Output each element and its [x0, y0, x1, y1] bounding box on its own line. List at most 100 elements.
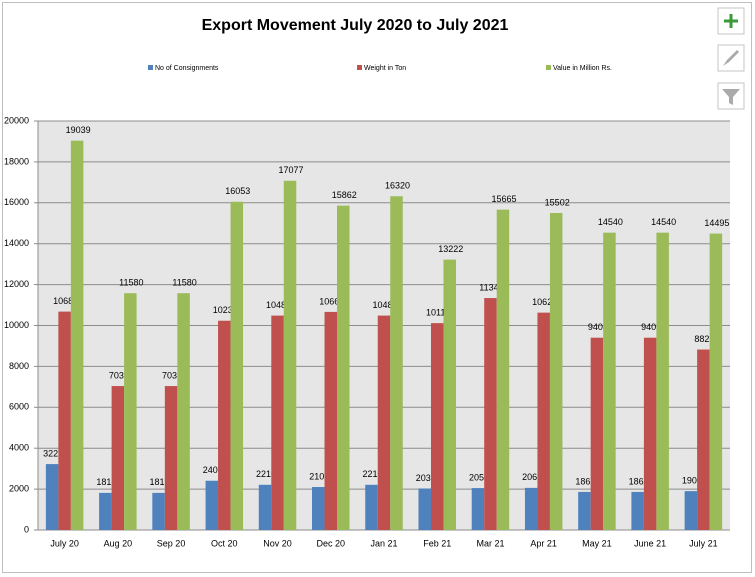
bar [205, 480, 219, 530]
data-label: 15665 [491, 194, 516, 204]
data-label: 14540 [598, 217, 623, 227]
data-label: 10629 [532, 297, 557, 307]
bar [258, 484, 272, 530]
legend-label: Weight in Ton [364, 65, 406, 72]
bar [377, 315, 391, 530]
bar [684, 491, 698, 530]
bar [124, 293, 137, 530]
filter-button[interactable] [717, 82, 745, 110]
data-label: 10233 [213, 305, 238, 315]
bar [430, 323, 444, 530]
y-tick-label: 12000 [4, 279, 29, 289]
data-label: 11580 [119, 278, 143, 288]
chart-title: Export Movement July 2020 to July 2021 [202, 17, 509, 34]
bar [549, 212, 563, 530]
x-tick-label: Feb 21 [423, 538, 451, 548]
bar [390, 196, 403, 531]
data-label: 8825 [694, 334, 714, 344]
style-button[interactable] [717, 44, 745, 72]
bar [484, 298, 497, 530]
x-tick-label: Dec 20 [317, 538, 346, 548]
y-tick-label: 10000 [4, 320, 29, 330]
data-label: 10665 [319, 296, 344, 306]
bar [697, 349, 710, 530]
bar [312, 487, 325, 530]
bar [471, 488, 485, 530]
legend-swatch [546, 65, 551, 70]
x-tick-label: May 21 [582, 538, 612, 548]
data-label: 1816 [96, 477, 116, 487]
legend-swatch [357, 65, 362, 70]
legend-label: No of Consignments [155, 65, 219, 72]
data-label: 7039 [162, 370, 182, 380]
data-label: 2408 [203, 465, 223, 475]
x-tick-label: July 20 [50, 538, 79, 548]
data-label: 2060 [522, 472, 542, 482]
y-tick-label: 20000 [4, 115, 29, 125]
bar [230, 201, 244, 530]
data-label: 15862 [332, 190, 357, 200]
data-label: 2050 [469, 472, 489, 482]
bar [590, 337, 604, 530]
legend-swatch [148, 65, 153, 70]
bar [70, 140, 84, 530]
bar [45, 464, 59, 530]
data-label: 10115 [426, 308, 450, 318]
y-tick-label: 18000 [4, 156, 29, 166]
bar [99, 492, 112, 530]
data-label: 14495 [704, 218, 729, 228]
x-tick-label: Apr 21 [530, 538, 557, 548]
bar [631, 491, 644, 530]
data-label: 11580 [172, 278, 196, 288]
data-label: 17077 [279, 165, 304, 175]
data-label: 19039 [66, 125, 91, 135]
bar [709, 233, 723, 530]
y-tick-label: 0 [24, 524, 29, 534]
bar [271, 315, 284, 530]
data-label: 2102 [309, 471, 329, 481]
x-tick-label: Mar 21 [476, 538, 504, 548]
legend-label: Value in Million Rs. [553, 65, 612, 72]
bar [443, 259, 456, 530]
data-label: 16320 [385, 181, 410, 191]
data-label: 11342 [479, 282, 503, 292]
data-label: 13222 [438, 244, 463, 254]
bar [524, 487, 538, 530]
x-tick-label: Nov 20 [263, 538, 292, 548]
bar [177, 293, 190, 530]
x-tick-label: Aug 20 [104, 538, 133, 548]
x-tick-label: Oct 20 [211, 538, 238, 548]
bar [152, 492, 165, 530]
data-label: 2210 [256, 469, 276, 479]
bar [578, 491, 591, 530]
bar [496, 209, 510, 530]
data-label: 10484 [266, 300, 291, 310]
bar [337, 205, 350, 530]
y-tick-label: 2000 [9, 483, 29, 493]
data-label: 1816 [150, 477, 170, 487]
x-tick-label: June 21 [634, 538, 666, 548]
y-tick-label: 16000 [4, 197, 29, 207]
data-label: 10484 [372, 300, 397, 310]
bar [218, 320, 231, 530]
add-element-button[interactable] [717, 7, 745, 35]
data-label: 2210 [362, 469, 382, 479]
data-label: 3223 [43, 448, 63, 458]
y-tick-label: 8000 [9, 361, 29, 371]
bar [643, 337, 657, 530]
bar [603, 232, 616, 531]
data-label: 16053 [225, 186, 250, 196]
bar [324, 311, 338, 530]
y-tick-label: 6000 [9, 402, 29, 412]
bar [111, 386, 125, 530]
bar [365, 484, 378, 530]
data-label: 9403 [588, 322, 608, 332]
y-tick-label: 4000 [9, 443, 29, 453]
bar [418, 488, 431, 530]
x-tick-label: Jan 21 [370, 538, 397, 548]
data-label: 2030 [416, 473, 436, 483]
bar [58, 311, 71, 530]
bar [164, 386, 178, 530]
x-tick-label: July 21 [689, 538, 718, 548]
